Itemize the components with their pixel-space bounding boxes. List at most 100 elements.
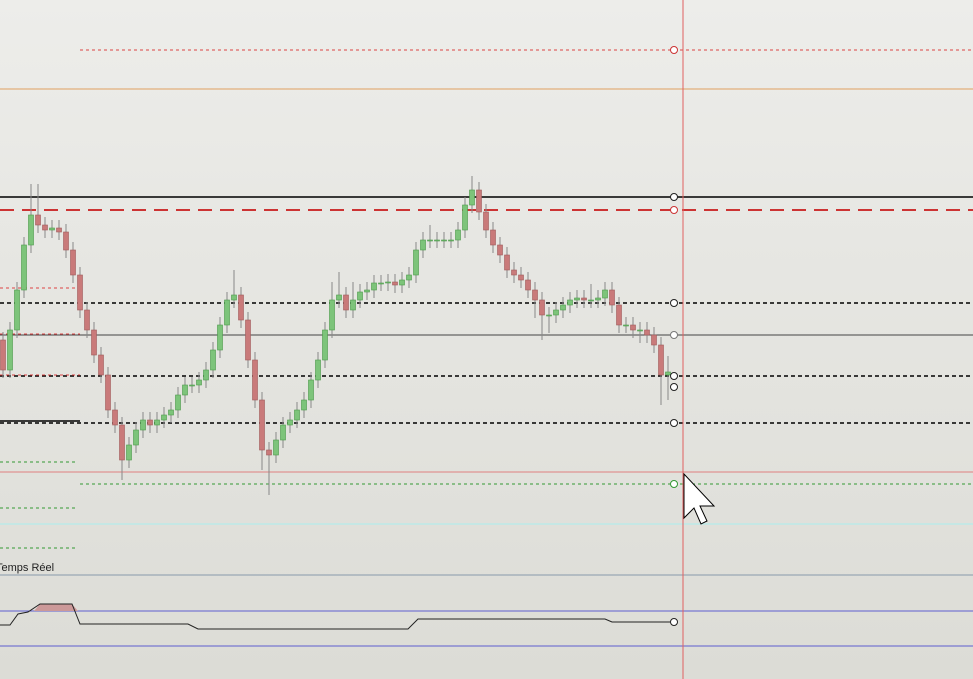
candles [0, 176, 671, 495]
candle-body [518, 274, 524, 281]
candle-body [28, 214, 34, 246]
candle-body [490, 229, 496, 246]
candle-body [546, 314, 552, 317]
candle-body [378, 282, 384, 285]
candle-body [294, 409, 300, 421]
candle-body [595, 297, 601, 301]
candle-body [112, 409, 118, 426]
candle-body [539, 299, 545, 316]
mouse-cursor [683, 472, 716, 525]
candle-body [462, 204, 468, 231]
marker [670, 46, 678, 54]
candle-body [315, 359, 321, 381]
candle-body [644, 329, 650, 336]
marker [670, 383, 678, 391]
candle-body [434, 239, 440, 242]
candle-body [567, 299, 573, 306]
marker [670, 331, 678, 339]
candle-body [357, 291, 363, 301]
candle-body [406, 274, 412, 281]
marker [670, 480, 678, 488]
marker [670, 618, 678, 626]
candle-body [56, 227, 62, 233]
candle-body [574, 297, 580, 301]
candle-body [266, 449, 272, 456]
marker [670, 206, 678, 214]
candle-body [91, 329, 97, 356]
candle-body [532, 289, 538, 301]
candle-body [154, 419, 160, 426]
markers [670, 46, 678, 626]
candle-body [392, 281, 398, 286]
marker [670, 193, 678, 201]
candle-body [203, 369, 209, 381]
candle-body [511, 269, 517, 276]
candle-body [252, 359, 258, 401]
candle-body [420, 239, 426, 251]
panel-label: Temps Réel [0, 562, 54, 574]
candle-body [364, 289, 370, 293]
candle-body [273, 439, 279, 456]
candle-body [336, 294, 342, 301]
candle-body [602, 289, 608, 299]
candle-body [322, 329, 328, 361]
candle-body [308, 379, 314, 401]
candle-body [630, 324, 636, 331]
candle-body [658, 344, 664, 376]
candle-body [350, 299, 356, 311]
candle-body [448, 239, 454, 242]
candle-body [35, 214, 41, 226]
candle-body [413, 249, 419, 276]
candle-body [217, 324, 223, 351]
marker [670, 372, 678, 380]
candle-body [7, 329, 13, 371]
candle-body [98, 354, 104, 376]
candle-body [280, 424, 286, 441]
candle-body [483, 211, 489, 231]
candle-body [133, 429, 139, 446]
candle-body [553, 309, 559, 316]
candle-body [385, 281, 391, 284]
candle-body [0, 339, 6, 371]
candle-body [140, 419, 146, 431]
candle-body [623, 324, 629, 327]
candle-body [616, 304, 622, 326]
candle-body [238, 294, 244, 321]
candle-body [147, 419, 153, 426]
candle-body [609, 289, 615, 306]
candle-body [126, 444, 132, 461]
candle-body [329, 299, 335, 331]
candle-body [14, 289, 20, 331]
candle-body [210, 349, 216, 371]
candle-body [525, 279, 531, 291]
indicator-fill [34, 604, 78, 611]
candle-body [42, 224, 48, 231]
marker [670, 299, 678, 307]
candle-body [84, 309, 90, 331]
candle-body [77, 274, 83, 311]
candle-body [161, 414, 167, 421]
candle-body [504, 254, 510, 271]
candle-body [560, 304, 566, 311]
candle-body [189, 384, 195, 387]
candle-body [427, 239, 433, 242]
candle-body [259, 399, 265, 451]
candle-body [21, 244, 27, 291]
candle-body [119, 424, 125, 461]
indicator-line [0, 603, 674, 630]
candle-body [469, 189, 475, 206]
candle-body [231, 294, 237, 301]
candle-body [343, 294, 349, 311]
candle-body [371, 282, 377, 291]
candle-body [182, 384, 188, 396]
candle-body [301, 399, 307, 411]
candle-body [175, 394, 181, 411]
candle-body [287, 419, 293, 426]
candle-body [399, 279, 405, 286]
candle-body [105, 374, 111, 411]
candle-body [441, 239, 447, 242]
candle-body [63, 231, 69, 251]
candle-body [168, 409, 174, 416]
